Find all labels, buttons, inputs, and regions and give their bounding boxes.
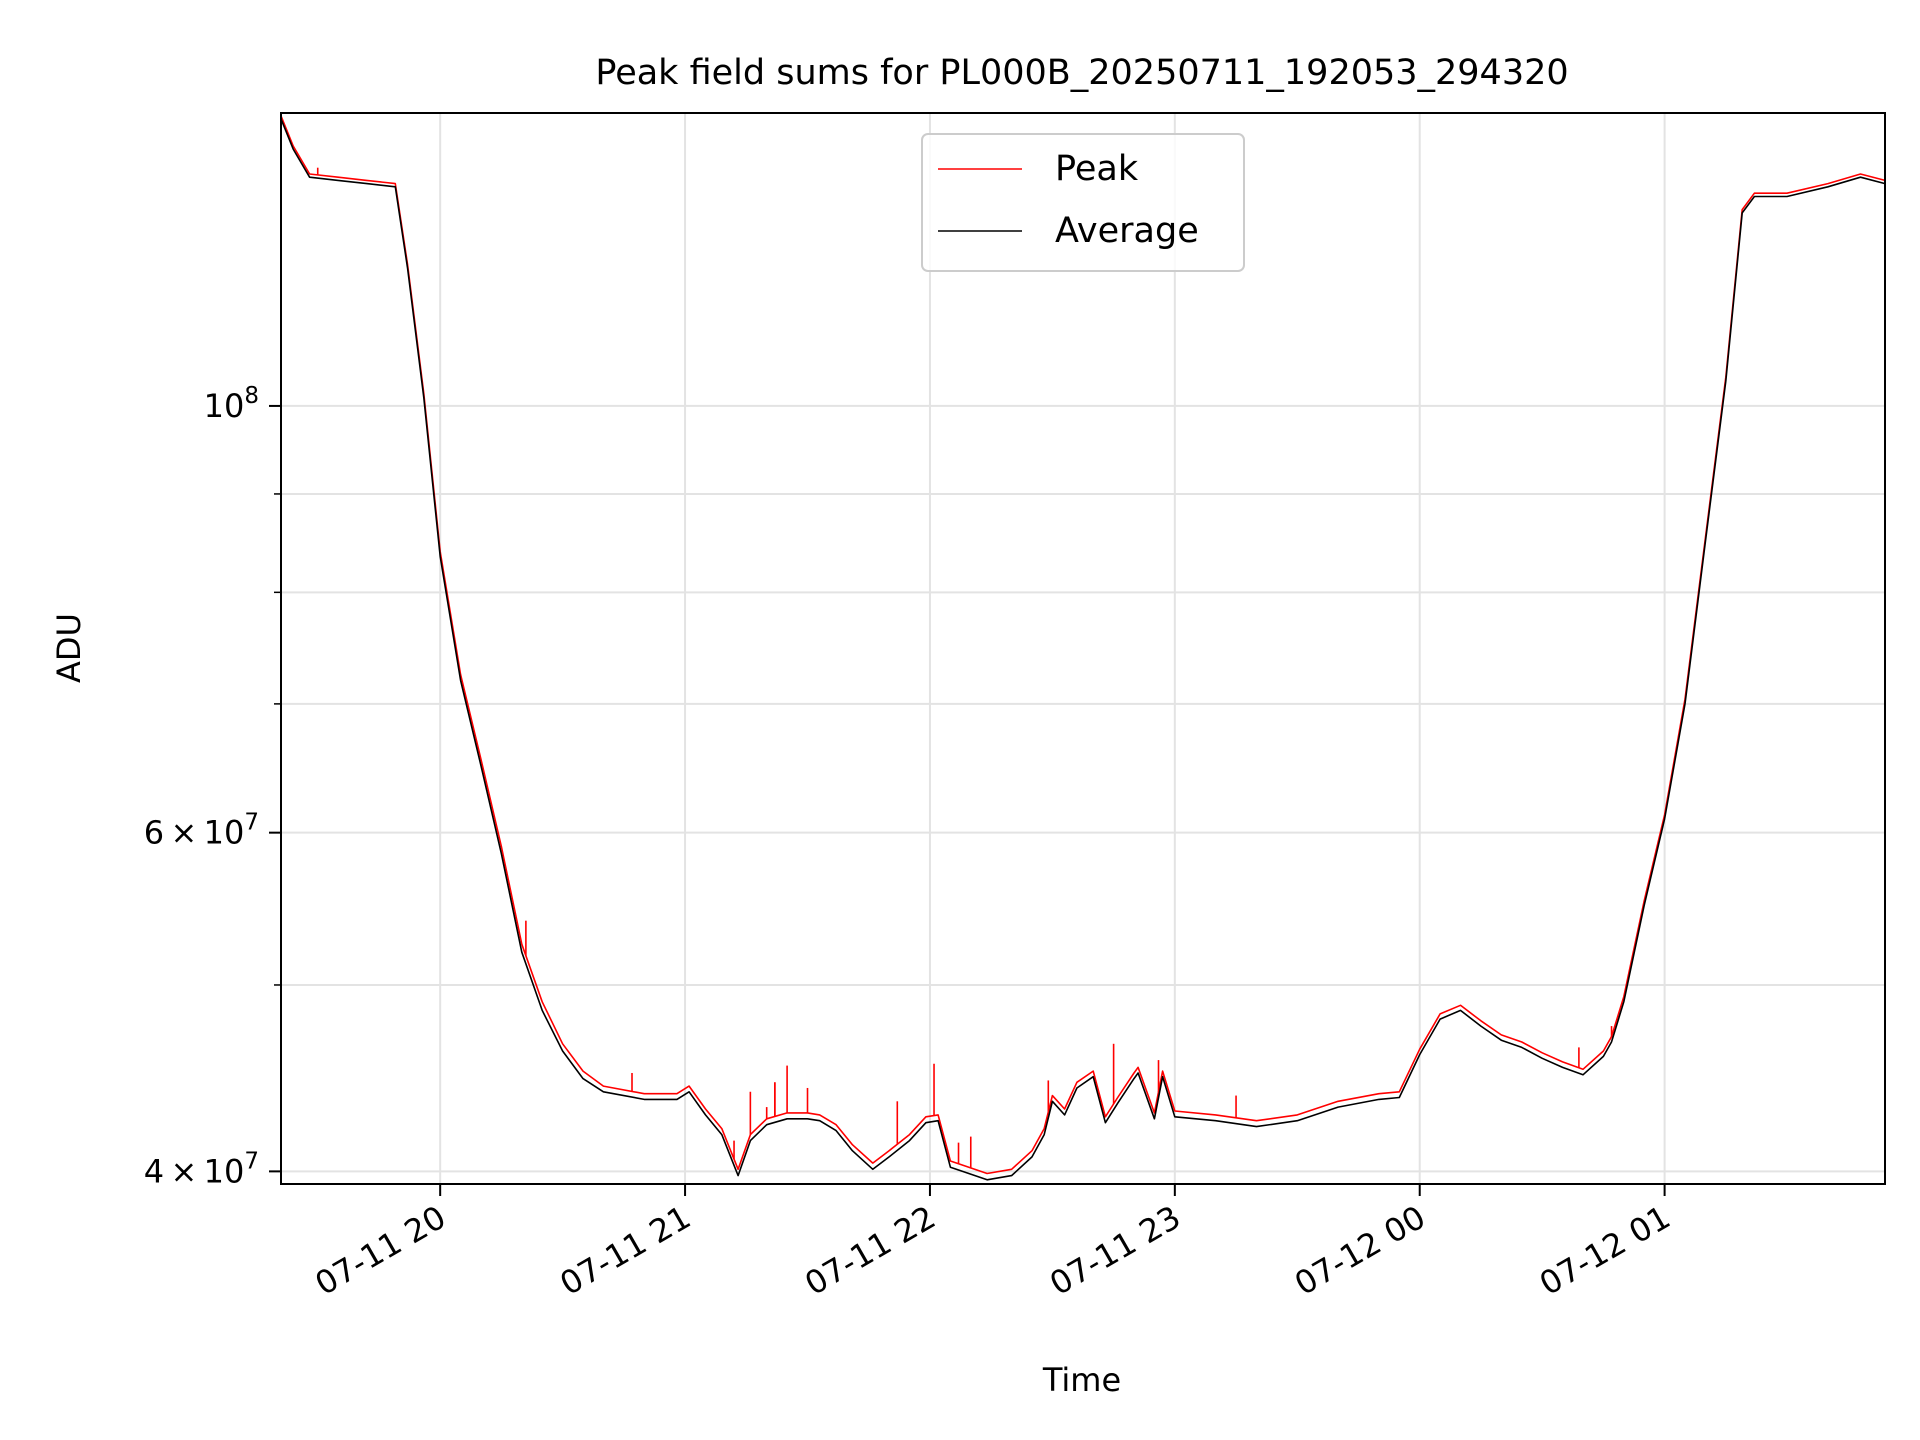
chart-title: Peak field sums for PL000B_20250711_1920… [595, 53, 1568, 93]
series-peak-line [280, 115, 1886, 1175]
legend: Peak Average [921, 133, 1245, 272]
y-axis-ticks: 4 × 107 6 × 107 108 [144, 383, 281, 1190]
legend-label-average: Average [1055, 211, 1199, 251]
y-tick-label: 6 × 107 [144, 810, 259, 852]
plot-series [280, 115, 1886, 1181]
y-axis-label: ADU [50, 613, 88, 683]
x-axis-label: Time [1042, 1361, 1121, 1399]
y-tick-label: 4 × 107 [144, 1148, 259, 1190]
legend-label-peak: Peak [1055, 149, 1139, 189]
y-tick-label: 108 [204, 383, 259, 425]
series-average-line [280, 118, 1886, 1181]
plot-frame [280, 112, 1886, 1185]
grid [281, 113, 1885, 1184]
